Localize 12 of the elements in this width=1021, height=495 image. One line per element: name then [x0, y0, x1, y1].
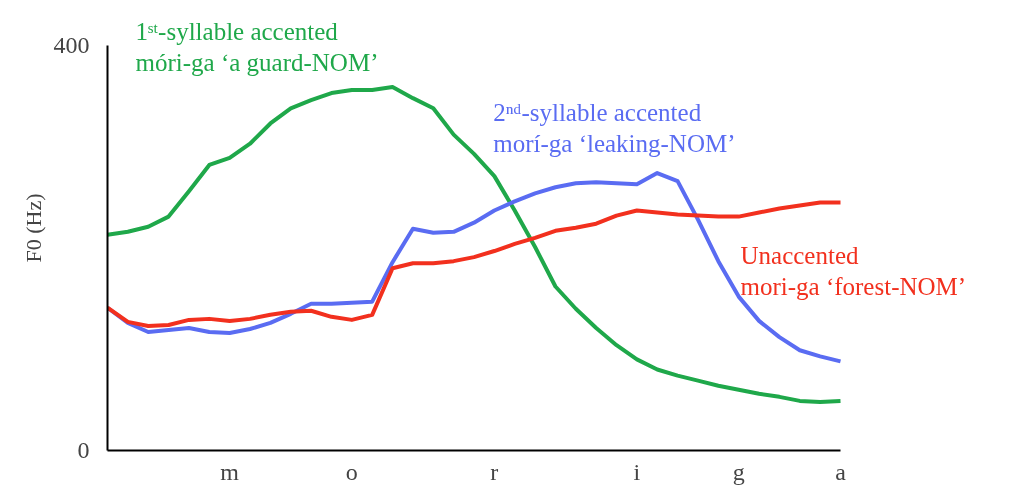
- x-tick-label: r: [490, 458, 499, 485]
- x-tick-label: i: [633, 458, 641, 485]
- y-axis-title: F0 (Hz): [20, 193, 46, 263]
- x-tick-label: o: [345, 458, 358, 485]
- x-tick-label: a: [835, 458, 847, 485]
- y-tick-label: 0: [77, 437, 90, 463]
- x-tick-label: m: [220, 458, 240, 485]
- series-label: 2ⁿᵈ-syllable accented morí-ga ‘leaking-NOM’: [493, 99, 736, 158]
- series-label: Unaccented mori-ga ‘forest-NOM’: [740, 242, 967, 301]
- series-label: 1ˢᵗ-syllable accented móri-ga ‘a guard-NOM’: [135, 17, 379, 76]
- x-tick-label: g: [732, 458, 745, 485]
- y-tick-label: 400: [53, 32, 90, 58]
